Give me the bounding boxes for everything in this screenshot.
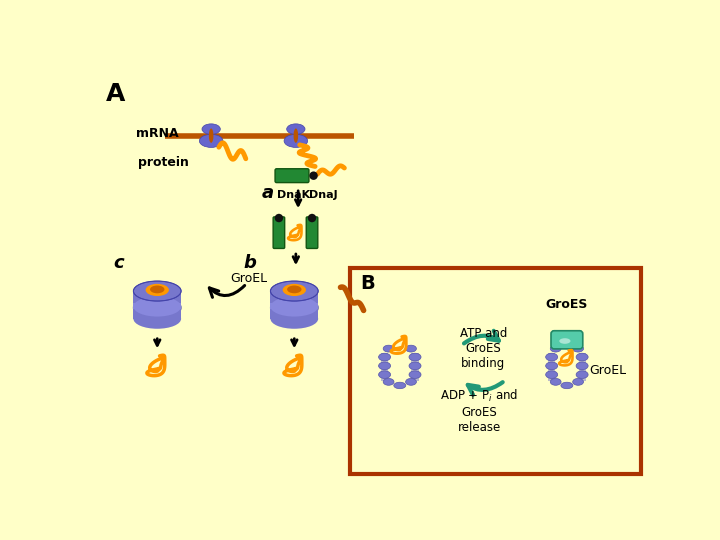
Ellipse shape xyxy=(379,371,390,379)
Ellipse shape xyxy=(572,345,583,352)
Ellipse shape xyxy=(559,338,570,344)
Ellipse shape xyxy=(550,345,561,352)
Ellipse shape xyxy=(287,124,305,134)
Text: ADP + P$_i$ and
GroES
release: ADP + P$_i$ and GroES release xyxy=(441,388,518,434)
Ellipse shape xyxy=(294,129,298,143)
Bar xyxy=(548,353,555,381)
Ellipse shape xyxy=(145,284,169,296)
Ellipse shape xyxy=(310,171,318,180)
Ellipse shape xyxy=(150,286,164,293)
Bar xyxy=(133,307,181,319)
Ellipse shape xyxy=(274,214,283,222)
Text: GroES: GroES xyxy=(546,298,588,311)
Ellipse shape xyxy=(284,134,307,147)
Ellipse shape xyxy=(546,371,558,379)
Ellipse shape xyxy=(394,382,406,389)
Ellipse shape xyxy=(283,284,306,296)
Text: mRNA: mRNA xyxy=(135,127,179,140)
Ellipse shape xyxy=(409,362,421,370)
Bar xyxy=(271,291,318,307)
Ellipse shape xyxy=(405,379,416,385)
Bar xyxy=(578,353,585,381)
FancyBboxPatch shape xyxy=(273,217,284,248)
Bar xyxy=(271,307,318,319)
Ellipse shape xyxy=(379,353,390,361)
Bar xyxy=(271,303,318,309)
Bar xyxy=(133,303,181,309)
FancyArrowPatch shape xyxy=(468,382,503,395)
Text: c: c xyxy=(113,254,124,273)
Ellipse shape xyxy=(409,353,421,361)
Ellipse shape xyxy=(561,382,573,389)
Text: protein: protein xyxy=(138,156,189,169)
Bar xyxy=(350,268,641,475)
Ellipse shape xyxy=(409,371,421,379)
FancyBboxPatch shape xyxy=(306,217,318,248)
Text: GroEL: GroEL xyxy=(230,272,268,285)
Text: GroEL: GroEL xyxy=(589,364,626,377)
Bar xyxy=(381,353,388,381)
Ellipse shape xyxy=(202,124,220,134)
Bar xyxy=(411,353,418,381)
Text: a: a xyxy=(261,184,274,202)
Ellipse shape xyxy=(576,362,588,370)
Ellipse shape xyxy=(546,362,558,370)
Ellipse shape xyxy=(576,353,588,361)
Ellipse shape xyxy=(133,309,181,329)
Text: A: A xyxy=(106,82,125,106)
Ellipse shape xyxy=(287,286,302,293)
Ellipse shape xyxy=(576,371,588,379)
Ellipse shape xyxy=(271,281,318,301)
Ellipse shape xyxy=(405,345,416,352)
Ellipse shape xyxy=(546,353,558,361)
Ellipse shape xyxy=(133,296,181,316)
FancyArrowPatch shape xyxy=(464,331,499,343)
Ellipse shape xyxy=(133,281,181,301)
Ellipse shape xyxy=(209,129,213,143)
FancyBboxPatch shape xyxy=(551,330,582,349)
Text: ATP and
GroES
binding: ATP and GroES binding xyxy=(459,327,507,369)
Text: DnaJ: DnaJ xyxy=(309,190,338,200)
FancyArrowPatch shape xyxy=(210,286,245,298)
Ellipse shape xyxy=(379,362,390,370)
FancyBboxPatch shape xyxy=(275,168,309,183)
Ellipse shape xyxy=(307,214,316,222)
Ellipse shape xyxy=(271,281,318,301)
Ellipse shape xyxy=(550,379,561,385)
Ellipse shape xyxy=(383,345,394,352)
Bar xyxy=(133,291,181,307)
Text: DnaK: DnaK xyxy=(276,190,310,200)
Ellipse shape xyxy=(270,295,319,320)
Text: B: B xyxy=(361,274,375,293)
Ellipse shape xyxy=(572,379,583,385)
Ellipse shape xyxy=(199,134,223,147)
Ellipse shape xyxy=(133,295,181,320)
Ellipse shape xyxy=(133,281,181,301)
Ellipse shape xyxy=(271,296,318,316)
Ellipse shape xyxy=(383,379,394,385)
Ellipse shape xyxy=(271,309,318,329)
Text: b: b xyxy=(243,254,256,273)
